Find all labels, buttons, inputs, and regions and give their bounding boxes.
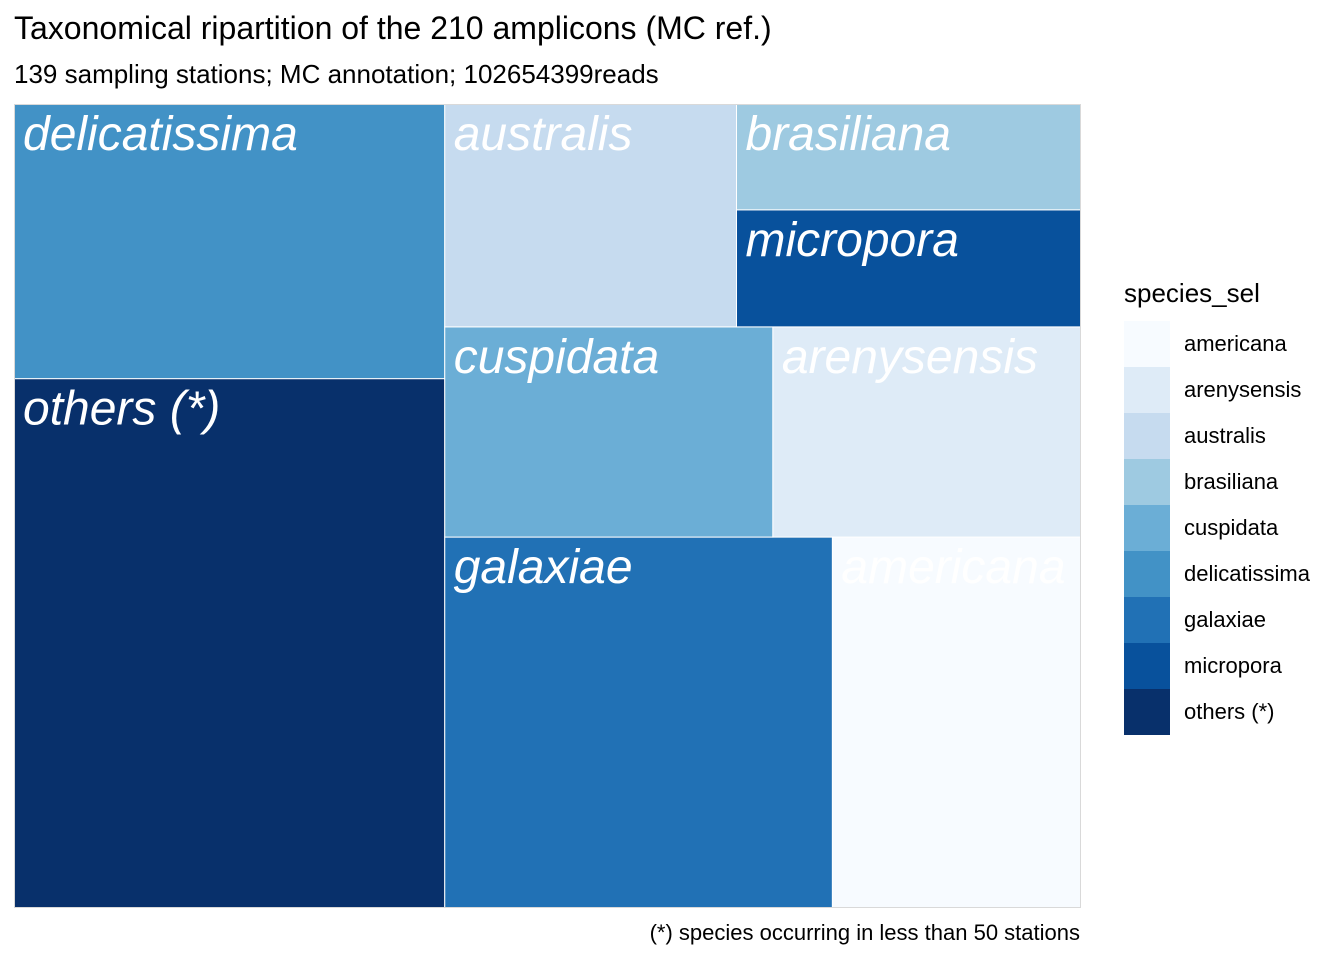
- chart-subtitle: 139 sampling stations; MC annotation; 10…: [14, 59, 659, 89]
- legend-entry: galaxiae: [1124, 597, 1310, 643]
- tile-label-arenysensis: arenysensis: [782, 331, 1038, 384]
- treemap-border: [14, 104, 1081, 908]
- tile-galaxiae: [444, 536, 833, 908]
- tile-label-australis: australis: [454, 108, 633, 161]
- tile-brasiliana: [736, 104, 1081, 211]
- legend-entry-label: americana: [1184, 331, 1287, 356]
- legend-key-swatch: [1124, 321, 1170, 367]
- tile-label-galaxiae: galaxiae: [454, 541, 633, 594]
- legend-key-swatch: [1124, 505, 1170, 551]
- tile-label-micropora: micropora: [746, 214, 959, 267]
- tile-others: [14, 378, 446, 908]
- tile-label-americana: americana: [841, 541, 1065, 594]
- legend-entry: micropora: [1124, 643, 1310, 689]
- legend-entry: brasiliana: [1124, 459, 1310, 505]
- treemap-plot: others (*) delicatissima galaxiae cuspidata…: [14, 104, 1081, 908]
- legend-entry-label: australis: [1184, 423, 1266, 448]
- legend-entry-label: delicatissima: [1184, 561, 1310, 586]
- tile-label-others: others (*): [23, 383, 220, 436]
- legend-entry: delicatissima: [1124, 551, 1310, 597]
- tile-americana: [831, 536, 1081, 908]
- tile-label-cuspidata: cuspidata: [454, 331, 659, 384]
- legend-entry: others (*): [1124, 689, 1310, 735]
- legend-entries: americana arenysensis australis brasiliana c…: [1124, 321, 1310, 735]
- legend-key-swatch: [1124, 689, 1170, 735]
- legend-entry-label: brasiliana: [1184, 469, 1279, 494]
- tile-micropora: [736, 209, 1081, 328]
- tile-label-delicatissima: delicatissima: [23, 108, 298, 161]
- legend-entry: cuspidata: [1124, 505, 1310, 551]
- legend-key-swatch: [1124, 643, 1170, 689]
- legend-key-swatch: [1124, 367, 1170, 413]
- legend-entry-label: galaxiae: [1184, 607, 1266, 632]
- legend-title: species_sel: [1124, 278, 1260, 308]
- legend-entry-label: micropora: [1184, 653, 1282, 678]
- legend-key-swatch: [1124, 413, 1170, 459]
- treemap-svg: others (*) delicatissima galaxiae cuspidata…: [14, 104, 1081, 908]
- legend-entry-label: others (*): [1184, 699, 1275, 724]
- legend-entry-label: cuspidata: [1184, 515, 1279, 540]
- legend-entry: arenysensis: [1124, 367, 1310, 413]
- tile-label-brasiliana: brasiliana: [746, 108, 951, 161]
- legend-key-swatch: [1124, 551, 1170, 597]
- legend-entry: americana: [1124, 321, 1310, 367]
- chart-title: Taxonomical ripartition of the 210 ampli…: [14, 10, 772, 46]
- tile-arenysensis: [772, 326, 1081, 538]
- chart-caption: (*) species occurring in less than 50 st…: [649, 920, 1080, 945]
- legend-key-swatch: [1124, 597, 1170, 643]
- legend-entry-label: arenysensis: [1184, 377, 1302, 402]
- legend-key-swatch: [1124, 459, 1170, 505]
- legend: species_sel americana arenysensis australi…: [1124, 278, 1310, 735]
- tile-delicatissima: [14, 104, 446, 380]
- legend-entry: australis: [1124, 413, 1310, 459]
- tile-australis: [444, 104, 738, 328]
